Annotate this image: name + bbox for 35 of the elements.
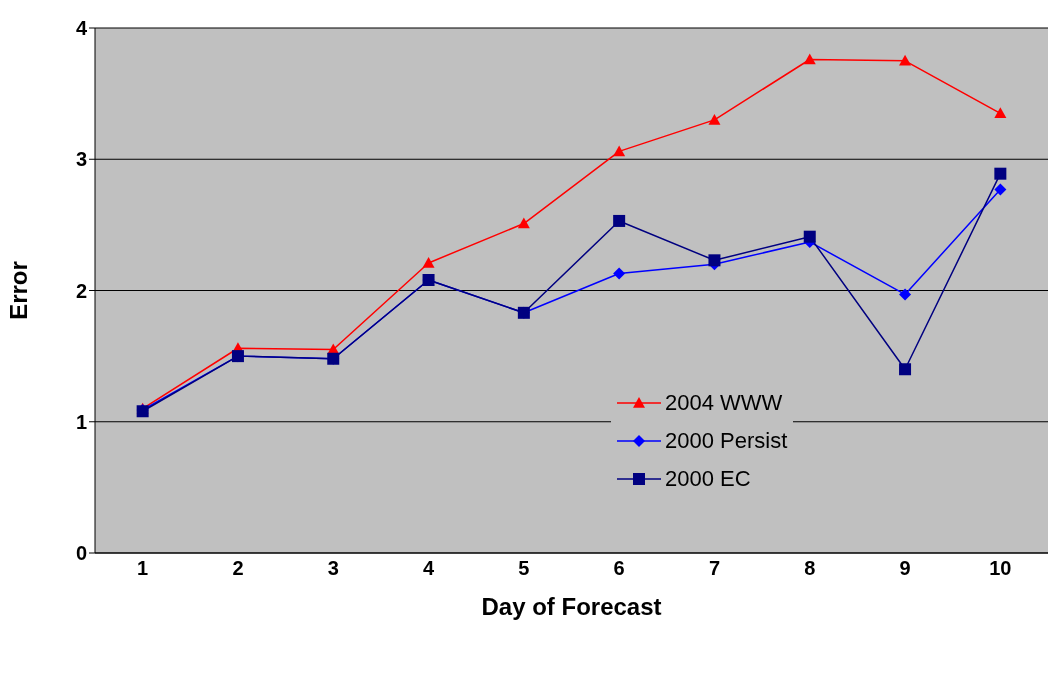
point	[613, 214, 626, 227]
x-tick-label: 10	[989, 557, 1012, 580]
point	[517, 217, 530, 229]
point	[422, 256, 435, 268]
point	[994, 107, 1007, 119]
x-tick-label: 4	[422, 557, 435, 580]
x-tick-label: 8	[804, 557, 816, 580]
point	[708, 254, 721, 267]
x-axis-title: Day of Forecast	[481, 593, 662, 620]
legend-label: 2000 Persist	[665, 428, 788, 454]
point	[613, 267, 626, 280]
point	[899, 363, 912, 376]
x-tick-label: 1	[137, 557, 149, 580]
x-tick-label: 7	[708, 557, 721, 580]
y-tick-label: 4	[75, 17, 88, 40]
legend-label: 2000 EC	[665, 466, 751, 492]
x-tick-label: 6	[613, 557, 625, 580]
point	[994, 183, 1007, 196]
point	[613, 145, 626, 157]
x-tick-label: 3	[327, 557, 339, 580]
y-tick-label: 1	[75, 410, 87, 433]
point	[803, 53, 816, 65]
point	[899, 288, 912, 301]
y-tick-label: 0	[75, 542, 87, 565]
y-tick-label: 3	[75, 148, 87, 171]
point	[708, 113, 721, 125]
y-axis-title: Error	[4, 261, 32, 320]
point	[899, 54, 912, 66]
legend-label: 2004 WWW	[665, 390, 783, 416]
point	[803, 230, 816, 243]
x-tick-label: 2	[232, 557, 244, 580]
point	[994, 167, 1007, 180]
y-tick-label: 2	[75, 279, 87, 302]
x-tick-label: 5	[518, 557, 530, 580]
x-tick-label: 9	[899, 557, 911, 580]
